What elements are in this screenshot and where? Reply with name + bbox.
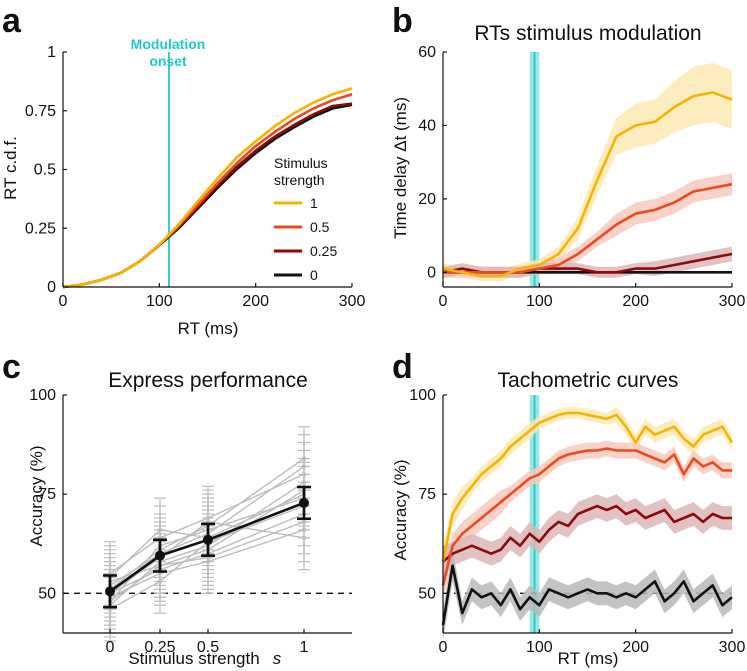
y-axis-label-a: RT c.d.f.	[1, 136, 20, 200]
mean-point	[155, 550, 165, 561]
x-tick-label-c: 0.5	[197, 639, 219, 656]
y-tick-label-a: 0.25	[25, 220, 56, 237]
panel-d-tachometric-chart: Tachometric curves Accuracy (%) RT (ms) …	[391, 369, 745, 668]
title-b: RTs stimulus modulation	[474, 22, 701, 45]
subject-line-6	[109, 473, 305, 575]
series-line-d-s0_5	[441, 447, 732, 586]
x-tick-label-a: 300	[339, 293, 366, 310]
y-tick-label-d: 100	[409, 387, 436, 404]
x-tick-label-a: 200	[242, 293, 269, 310]
y-tick-label-b: 20	[418, 191, 436, 208]
y-tick-label-a: 0.5	[34, 162, 56, 179]
x-tick-label-b: 0	[439, 293, 448, 310]
y-tick-label-c: 75	[38, 486, 56, 503]
panel-letter-d: d	[392, 348, 413, 386]
legend-label-0_25: 0.25	[310, 243, 337, 259]
legend-label-0_5: 0.5	[310, 219, 330, 235]
series-line-b-s0_5	[443, 182, 733, 274]
x-tick-label-d: 300	[719, 639, 746, 656]
title-d: Tachometric curves	[498, 369, 679, 392]
subject-line-9	[109, 505, 305, 610]
x-axis-symbol-c: s	[273, 649, 282, 668]
y-tick-label-a: 0	[47, 279, 56, 296]
y-tick-label-b: 40	[418, 117, 436, 134]
x-tick-label-c: 0	[106, 639, 115, 656]
panel-letter-b: b	[392, 2, 413, 40]
x-tick-label-c: 1	[300, 639, 309, 656]
y-tick-label-d: 75	[418, 486, 436, 503]
x-axis-label-a: RT (ms)	[178, 319, 239, 338]
series-line-d-s1	[441, 411, 734, 562]
subject-line-7	[109, 529, 305, 598]
panel-a-cdf-chart: Modulation onset RT (ms) RT c.d.f. Stimu…	[1, 36, 365, 338]
y-tick-label-c: 100	[29, 387, 56, 404]
y-tick-label-b: 0	[427, 264, 436, 281]
x-axis-label-c: Stimulus strength	[128, 649, 259, 668]
error-band-d-s0_25	[443, 494, 732, 578]
series-line-d-s0_25	[442, 504, 732, 563]
series-line-d-s0	[441, 564, 733, 626]
title-c: Express performance	[108, 369, 308, 392]
y-tick-label-c: 50	[38, 585, 56, 602]
legend-label-1: 1	[310, 195, 318, 211]
x-axis-label-d: RT (ms)	[558, 649, 619, 668]
x-tick-label-a: 100	[146, 293, 173, 310]
panel-letter-c: c	[2, 348, 21, 386]
y-tick-label-a: 1	[47, 44, 56, 61]
y-axis-label-c: Accuracy (%)	[27, 445, 46, 546]
x-tick-label-d: 0	[439, 639, 448, 656]
panel-b-delay-chart: RTs stimulus modulation Time delay Δt (m…	[391, 22, 745, 310]
panel-c-express-chart: Express performance Accuracy (%) Stimulu…	[27, 369, 352, 668]
error-band-d-s0	[443, 549, 732, 641]
x-tick-label-d: 100	[526, 639, 553, 656]
y-axis-label-b: Time delay Δt (ms)	[391, 97, 410, 239]
series-line-a-s1	[62, 87, 353, 289]
subject-line-11	[109, 521, 305, 594]
mean-point	[105, 586, 115, 597]
mean-line	[109, 501, 305, 593]
x-tick-label-d: 200	[622, 639, 649, 656]
error-band-b-s0_5	[443, 173, 732, 278]
legend-label-0: 0	[310, 267, 318, 283]
error-band-d-s1	[443, 406, 732, 578]
y-tick-label-d: 50	[418, 585, 436, 602]
mean-point	[299, 497, 309, 508]
x-tick-label-c: 0.25	[144, 639, 175, 656]
subject-point	[301, 535, 307, 540]
subject-line-8	[109, 457, 305, 590]
y-tick-label-b: 60	[418, 44, 436, 61]
mean-point	[203, 534, 213, 545]
series-line-b-s1	[442, 91, 733, 278]
legend-title-line2: strength	[274, 172, 325, 188]
subject-line-12	[109, 489, 305, 602]
x-tick-label-a: 0	[59, 293, 68, 310]
panel-letter-a: a	[2, 2, 22, 40]
legend-title-line1: Stimulus	[274, 155, 328, 171]
x-tick-label-b: 300	[719, 293, 746, 310]
subject-line-10	[109, 493, 305, 579]
onset-label-line1: Modulation	[131, 36, 206, 52]
y-axis-label-d: Accuracy (%)	[391, 459, 410, 560]
y-tick-label-a: 0.75	[25, 103, 56, 120]
x-tick-label-b: 100	[526, 293, 553, 310]
x-tick-label-b: 200	[622, 293, 649, 310]
